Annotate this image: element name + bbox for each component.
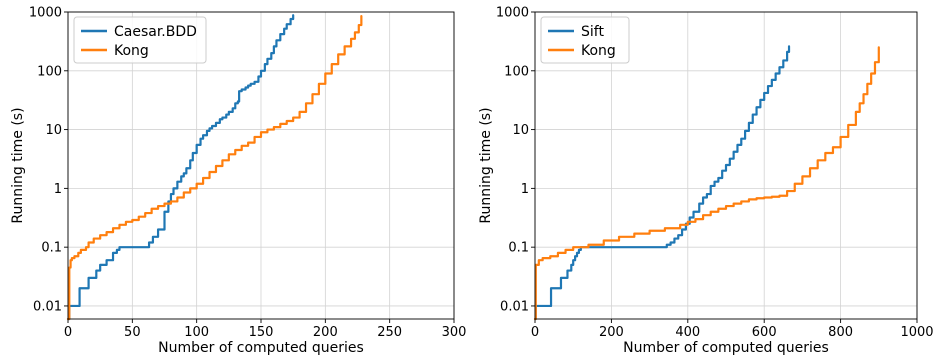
y-tick-label: 1 bbox=[54, 182, 62, 197]
series-lines bbox=[66, 14, 363, 321]
y-axis-label: Running time (s) bbox=[478, 107, 494, 223]
x-tick-label: 800 bbox=[828, 325, 853, 340]
y-tick-label: 0.1 bbox=[508, 241, 529, 256]
series-line-kong bbox=[533, 46, 880, 321]
x-tick-label: 200 bbox=[313, 325, 338, 340]
x-axis-label: Number of computed queries bbox=[623, 340, 829, 356]
x-tick-label: 400 bbox=[675, 325, 700, 340]
y-axis-ticks: 0.01 0.1 1 10 100 1000 bbox=[496, 6, 535, 314]
series-line-sift bbox=[533, 45, 791, 321]
legend-box bbox=[540, 16, 630, 64]
y-tick-label: 0.01 bbox=[33, 299, 62, 314]
x-tick-label: 250 bbox=[377, 325, 402, 340]
chart-left: 0 50 100 150 200 250 300 0.01 0.1 1 10 100 1000 Num… bbox=[10, 6, 466, 356]
legend: Sift Kong bbox=[540, 16, 630, 64]
series-lines bbox=[533, 45, 880, 321]
x-axis-ticks: 0 200 400 600 800 1000 bbox=[531, 319, 934, 340]
y-tick-label: 10 bbox=[512, 123, 529, 138]
x-tick-label: 100 bbox=[184, 325, 209, 340]
y-tick-label: 1000 bbox=[29, 6, 62, 21]
y-axis-label: Running time (s) bbox=[10, 107, 26, 223]
y-axis-ticks: 0.01 0.1 1 10 100 1000 bbox=[29, 6, 68, 314]
legend-label-sift: Sift bbox=[581, 24, 604, 40]
x-tick-label: 0 bbox=[64, 325, 72, 340]
y-tick-label: 0.1 bbox=[41, 241, 62, 256]
x-tick-label: 0 bbox=[531, 325, 539, 340]
y-tick-label: 1 bbox=[521, 182, 529, 197]
legend-label-kong: Kong bbox=[581, 43, 616, 59]
legend-box bbox=[73, 16, 207, 64]
y-tick-label: 0.01 bbox=[500, 299, 529, 314]
x-tick-label: 200 bbox=[599, 325, 624, 340]
x-axis-ticks: 0 50 100 150 200 250 300 bbox=[64, 319, 467, 340]
y-tick-label: 10 bbox=[45, 123, 62, 138]
series-line-caesar-bdd bbox=[66, 14, 295, 321]
x-tick-label: 300 bbox=[442, 325, 467, 340]
x-tick-label: 150 bbox=[249, 325, 274, 340]
series-line-kong bbox=[66, 15, 363, 321]
x-tick-label: 50 bbox=[124, 325, 141, 340]
legend: Caesar.BDD Kong bbox=[73, 16, 207, 64]
x-tick-label: 1000 bbox=[900, 325, 933, 340]
x-tick-label: 600 bbox=[752, 325, 777, 340]
legend-label-kong: Kong bbox=[114, 43, 149, 59]
y-tick-label: 1000 bbox=[496, 6, 529, 21]
x-axis-label: Number of computed queries bbox=[158, 340, 364, 356]
chart-right: 0 200 400 600 800 1000 0.01 0.1 1 10 100 1000 Numb… bbox=[478, 6, 934, 356]
legend-label-caesar: Caesar.BDD bbox=[114, 24, 197, 40]
y-tick-label: 100 bbox=[504, 64, 529, 79]
plot-frame bbox=[534, 11, 918, 320]
y-tick-label: 100 bbox=[37, 64, 62, 79]
